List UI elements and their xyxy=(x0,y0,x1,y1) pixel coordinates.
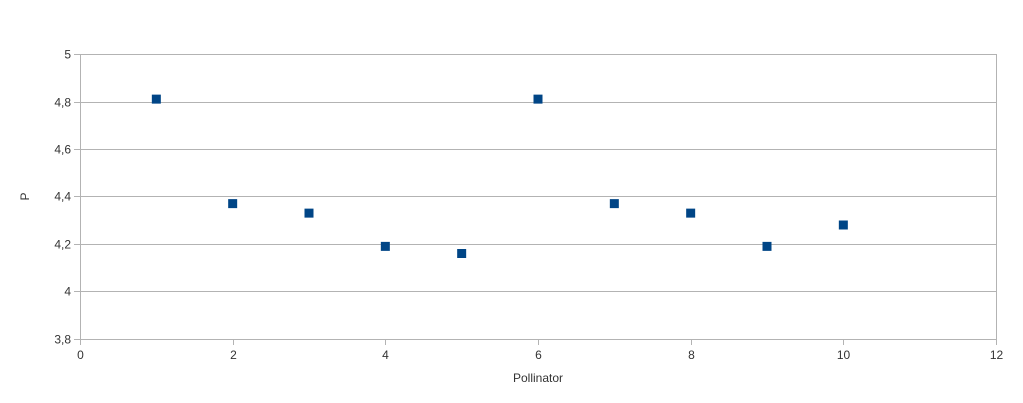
x-tick-label: 0 xyxy=(77,348,84,362)
y-tick-label: 4,6 xyxy=(54,143,71,157)
x-tick-label: 4 xyxy=(382,348,389,362)
x-tick-label: 12 xyxy=(990,348,1004,362)
data-points xyxy=(151,94,848,258)
data-point xyxy=(762,241,772,251)
y-axis-title: P xyxy=(18,192,32,200)
y-tick-label: 4,4 xyxy=(54,190,71,204)
data-point xyxy=(533,94,543,104)
y-tick-label: 4,2 xyxy=(54,238,71,252)
data-point xyxy=(609,199,619,209)
axes xyxy=(74,54,997,345)
data-point xyxy=(304,208,314,218)
x-tick-label: 6 xyxy=(535,348,542,362)
data-point xyxy=(228,199,238,209)
y-tick-label: 4 xyxy=(64,285,71,299)
y-tick-label: 5 xyxy=(64,48,71,62)
data-point xyxy=(686,208,696,218)
data-point xyxy=(380,241,390,251)
x-tick-label: 10 xyxy=(837,348,851,362)
data-point xyxy=(151,94,161,104)
data-point xyxy=(838,220,848,230)
y-tick-labels: 3,8 4 4,2 4,4 4,6 4,8 5 xyxy=(54,48,71,347)
x-tick-label: 8 xyxy=(688,348,695,362)
y-tick-label: 4,8 xyxy=(54,96,71,110)
data-point xyxy=(457,249,467,258)
y-tick-label: 3,8 xyxy=(54,333,71,347)
x-tick-label: 2 xyxy=(230,348,237,362)
x-axis-title: Pollinator xyxy=(513,371,563,385)
x-tick-labels: 0 2 4 6 8 10 12 xyxy=(77,348,1003,362)
